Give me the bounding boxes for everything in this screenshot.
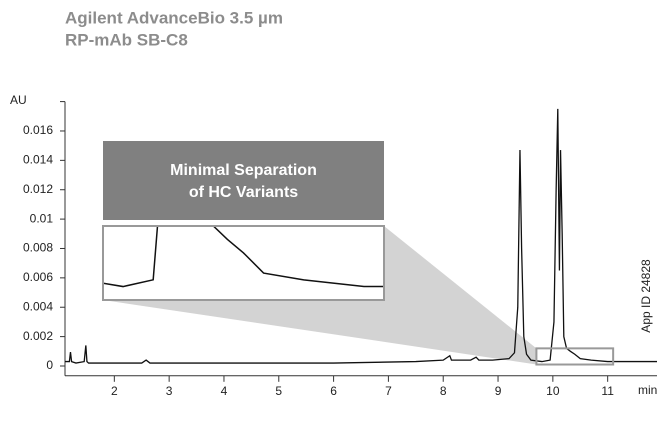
x-tick-label: 11 (601, 384, 614, 398)
x-tick-label: 2 (111, 384, 118, 398)
x-tick-label: 9 (495, 384, 502, 398)
x-tick-label: 6 (330, 384, 337, 398)
y-tick-label: 0 (46, 358, 53, 372)
trace (65, 108, 657, 364)
y-tick-label: 0.016 (23, 123, 53, 137)
x-axis-label: min (638, 383, 657, 397)
x-tick-label: 4 (221, 384, 228, 398)
annotation: App ID 24828 (639, 259, 653, 333)
x-tick-label: 10 (546, 384, 560, 398)
y-tick-label: 0.002 (23, 329, 53, 343)
inset-header (103, 141, 384, 220)
y-tick-label: 0.006 (23, 270, 53, 284)
chart-title: RP-mAb SB-C8 (65, 30, 188, 49)
x-tick-label: 7 (385, 384, 392, 398)
chart-title: Agilent AdvanceBio 3.5 µm (65, 8, 283, 27)
inset-title: Minimal Separation (170, 162, 317, 179)
inset-box (102, 225, 385, 301)
x-tick-label: 3 (166, 384, 173, 398)
y-tick-label: 0.004 (23, 299, 53, 313)
y-tick-label: 0.01 (30, 211, 54, 225)
y-tick-label: 0.008 (23, 241, 53, 255)
inset-title: of HC Variants (189, 184, 298, 201)
x-tick-label: 8 (440, 384, 447, 398)
zoom-box (535, 347, 615, 366)
y-tick-label: 0.012 (23, 182, 53, 196)
y-tick-label: 0.014 (23, 153, 53, 167)
x-tick-label: 5 (275, 384, 282, 398)
y-axis-label: AU (10, 93, 27, 107)
